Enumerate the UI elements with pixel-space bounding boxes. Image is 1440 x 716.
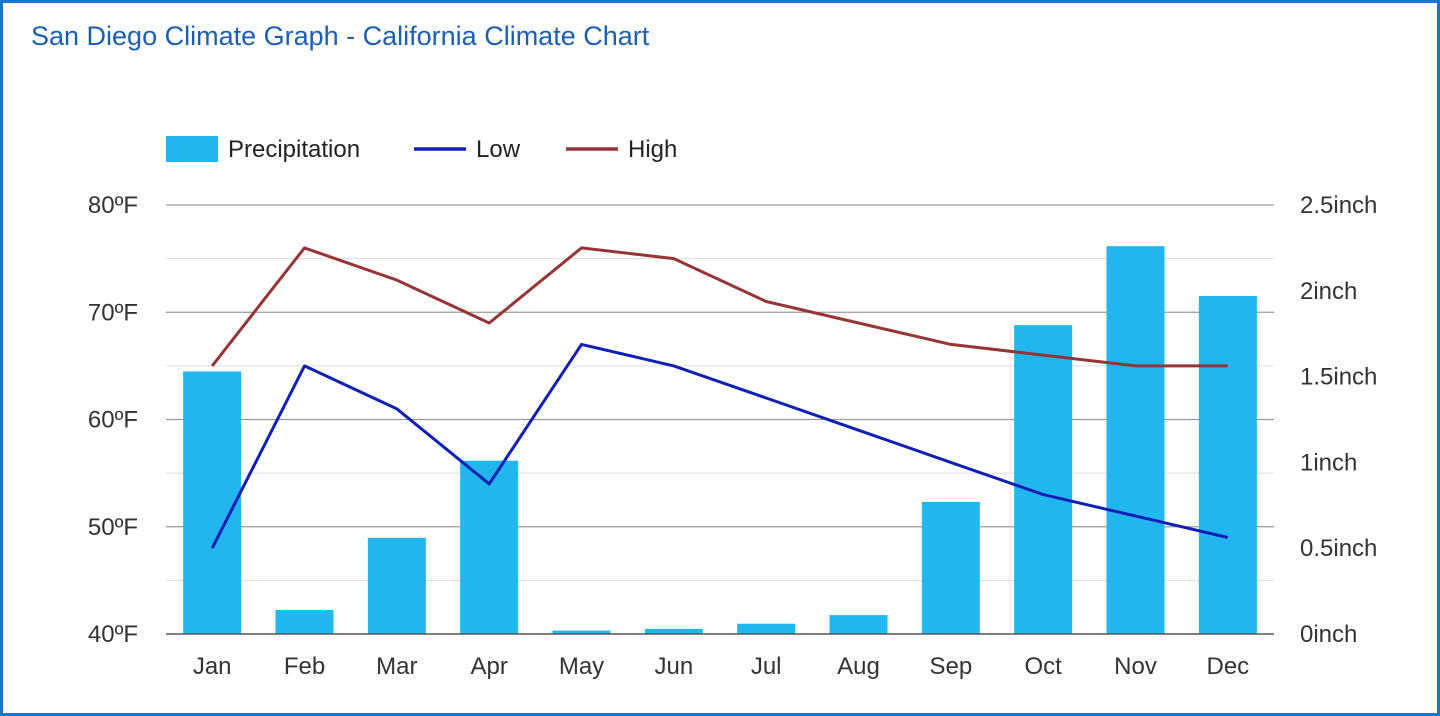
x-tick-label-nov: Nov <box>1114 653 1157 680</box>
x-tick-label-sep: Sep <box>929 653 972 680</box>
x-tick-label-jun: Jun <box>654 653 693 680</box>
y-left-tick-label: 40ºF <box>88 621 138 648</box>
x-tick-label-aug: Aug <box>837 653 880 680</box>
y-left-tick-label: 70ºF <box>88 299 138 326</box>
x-tick-label-jul: Jul <box>751 653 782 680</box>
y-right-tick-label: 2.5inch <box>1300 192 1377 219</box>
precipitation-bar-dec[interactable] <box>1198 295 1257 634</box>
precipitation-bar-apr[interactable] <box>460 460 519 634</box>
x-tick-label-jan: Jan <box>193 653 232 680</box>
y-right-tick-label: 1inch <box>1300 449 1357 476</box>
low-temperature-line[interactable] <box>210 342 1229 549</box>
precipitation-bar-feb[interactable] <box>275 609 334 634</box>
y-left-tick-label: 80ºF <box>88 192 138 219</box>
precipitation-bar-nov[interactable] <box>1106 246 1165 634</box>
x-tick-label-dec: Dec <box>1206 653 1249 680</box>
x-tick-label-oct: Oct <box>1024 653 1062 680</box>
precipitation-bar-aug[interactable] <box>829 615 888 634</box>
y-left-tick-label: 50ºF <box>88 514 138 541</box>
legend-swatch-precipitation <box>166 136 218 162</box>
y-left-tick-label: 60ºF <box>88 407 138 434</box>
precipitation-bar-jun[interactable] <box>644 628 703 634</box>
high-temperature-line[interactable] <box>211 246 1228 368</box>
precipitation-bar-may[interactable] <box>552 630 611 634</box>
y-right-tick-label: 2inch <box>1300 278 1357 305</box>
precipitation-bar-jan[interactable] <box>183 371 242 634</box>
page-title: San Diego Climate Graph - California Cli… <box>31 21 650 51</box>
legend-label-low: Low <box>476 136 521 163</box>
precipitation-bar-mar[interactable] <box>367 537 426 634</box>
y-right-tick-label: 1.5inch <box>1300 364 1377 391</box>
x-tick-label-apr: Apr <box>470 653 507 680</box>
x-tick-label-mar: Mar <box>376 653 417 680</box>
y-right-tick-label: 0inch <box>1300 621 1357 648</box>
precipitation-bar-oct[interactable] <box>1014 325 1073 634</box>
x-tick-label-feb: Feb <box>284 653 325 680</box>
y-right-tick-label: 0.5inch <box>1300 535 1377 562</box>
legend-label-precipitation: Precipitation <box>228 136 360 163</box>
precipitation-bar-jul[interactable] <box>737 623 796 634</box>
precipitation-bar-sep[interactable] <box>921 501 980 634</box>
x-tick-label-may: May <box>559 653 604 680</box>
legend-label-high: High <box>628 136 677 163</box>
